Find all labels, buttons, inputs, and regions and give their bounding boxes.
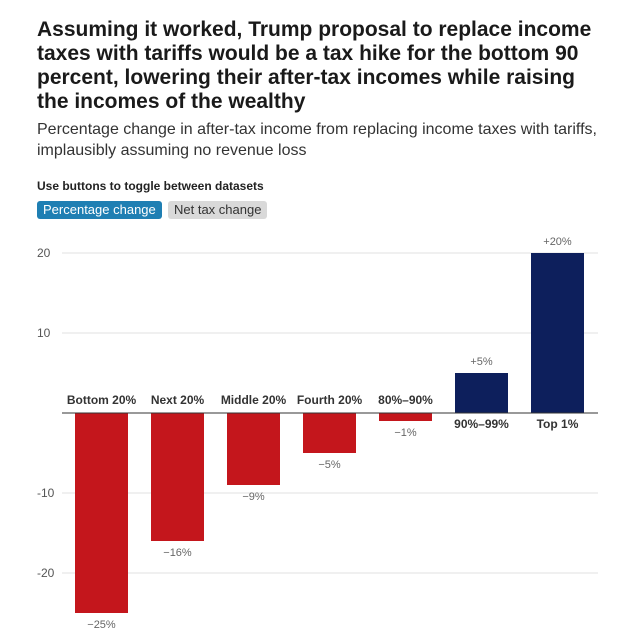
net-tax-change-button[interactable]: Net tax change xyxy=(168,201,268,219)
y-tick-label: -10 xyxy=(37,486,55,500)
bar xyxy=(227,413,280,485)
category-label: 90%–99% xyxy=(454,417,509,431)
category-label: 80%–90% xyxy=(378,393,433,407)
category-label: Middle 20% xyxy=(221,393,287,407)
category-label: Bottom 20% xyxy=(67,393,137,407)
bar xyxy=(303,413,356,453)
bar xyxy=(379,413,432,421)
y-tick-label: -20 xyxy=(37,566,55,580)
toggle-instructions: Use buttons to toggle between datasets xyxy=(37,179,264,193)
data-label: +5% xyxy=(470,356,493,368)
data-label: +20% xyxy=(543,236,572,248)
category-label: Top 1% xyxy=(537,417,579,431)
data-label: −1% xyxy=(394,427,417,439)
bar xyxy=(151,413,204,541)
bar xyxy=(455,373,508,413)
category-label: Fourth 20% xyxy=(297,393,363,407)
y-tick-label: 20 xyxy=(37,246,51,260)
y-tick-label: 10 xyxy=(37,326,51,340)
chart-title: Assuming it worked, Trump proposal to re… xyxy=(37,18,592,113)
data-label: −25% xyxy=(87,619,116,631)
chart-subtitle: Percentage change in after-tax income fr… xyxy=(37,121,597,159)
bar xyxy=(75,413,128,613)
data-label: −16% xyxy=(163,547,192,559)
data-label: −9% xyxy=(242,491,265,503)
percentage-change-button[interactable]: Percentage change xyxy=(37,201,162,219)
data-label: −5% xyxy=(318,459,341,471)
category-label: Next 20% xyxy=(151,393,205,407)
bar xyxy=(531,253,584,413)
